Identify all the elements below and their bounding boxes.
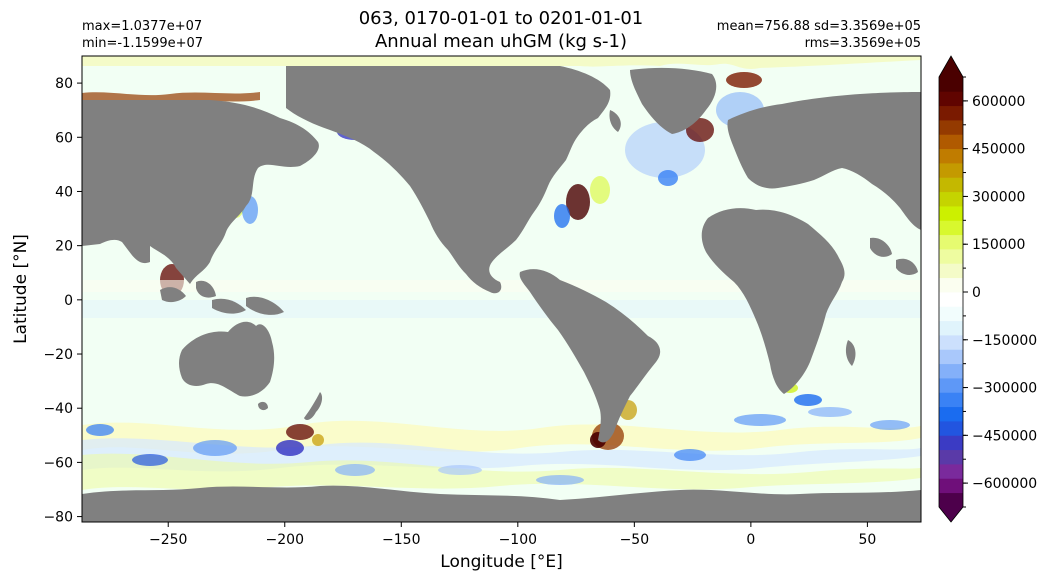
colorbar-segment: [939, 206, 963, 221]
x-tick-label: −50: [620, 532, 650, 548]
colorbar-extend-min: [939, 507, 963, 522]
x-tick-label: −200: [266, 532, 304, 548]
colorbar-segment: [939, 163, 963, 178]
colorbar-segment: [939, 406, 963, 422]
y-tick-label: 80: [55, 76, 73, 92]
colorbar-segment: [939, 478, 963, 494]
x-tick-label: 50: [858, 532, 876, 548]
colorbar-tick-label: 0: [972, 285, 981, 301]
x-tick-label: −250: [149, 532, 187, 548]
x-axis: −250 −200 −150 −100 −50 0 50: [149, 522, 876, 548]
y-tick-label: −60: [43, 455, 73, 471]
colorbar-segment: [939, 177, 963, 193]
y-tick-label: 0: [64, 293, 73, 309]
x-tick-label: −100: [499, 532, 537, 548]
colorbar-segment: [939, 134, 963, 150]
stat-max: max=1.0377e+07: [82, 19, 203, 34]
y-tick-label: −40: [43, 401, 73, 417]
x-axis-label: Longitude [°E]: [440, 552, 563, 572]
colorbar-segment: [939, 77, 963, 92]
stat-min: min=-1.1599e+07: [82, 36, 204, 51]
colorbar-segment: [939, 363, 963, 379]
colorbar-segment: [939, 148, 963, 164]
colorbar-tick-label: 450000: [972, 142, 1025, 158]
stat-rms: rms=3.3569e+05: [804, 36, 921, 51]
colorbar-segment: [939, 349, 963, 365]
colorbar-segment: [939, 378, 963, 393]
colorbar-tick-label: 300000: [972, 189, 1025, 205]
colorbar-segment: [939, 335, 963, 350]
colorbar-segment: [939, 320, 963, 336]
title-line-1: 063, 0170-01-01 to 0201-01-01: [358, 8, 644, 29]
colorbar-segment: [939, 120, 963, 135]
colorbar-extend-max: [939, 56, 963, 77]
colorbar-tick-label: −150000: [972, 333, 1037, 349]
y-axis-label: Latitude [°N]: [11, 234, 31, 344]
colorbar-segment: [939, 220, 963, 236]
colorbar-tick-label: −300000: [972, 381, 1037, 397]
colorbar: −600000 −450000 −300000 −150000 0 150000 30000…: [938, 55, 1037, 523]
colorbar-segment: [939, 234, 963, 250]
colorbar-segment: [939, 392, 963, 408]
y-tick-label: 40: [55, 184, 73, 200]
anomaly-field: [82, 72, 921, 490]
colorbar-tick-label: −600000: [972, 476, 1037, 492]
colorbar-segment: [939, 191, 963, 207]
colorbar-segment: [939, 263, 963, 279]
stat-mean-sd: mean=756.88 sd=3.3569e+05: [716, 19, 921, 34]
colorbar-segment: [939, 249, 963, 264]
colorbar-segment: [939, 464, 963, 479]
y-axis: −80 −60 −40 −20 0 20 40 60 80: [43, 76, 82, 526]
colorbar-segment: [939, 306, 963, 322]
plot-area: [82, 56, 921, 522]
x-tick-label: −150: [382, 532, 420, 548]
colorbar-segment: [939, 91, 963, 107]
colorbar-tick-label: 150000: [972, 237, 1025, 253]
y-tick-label: 20: [55, 239, 73, 255]
x-tick-label: 0: [746, 532, 755, 548]
colorbar-segment: [939, 449, 963, 465]
colorbar-tick-label: −450000: [972, 428, 1037, 444]
colorbar-segment: [939, 105, 963, 121]
plot-frame: [81, 55, 922, 523]
colorbar-tick-label: 600000: [972, 94, 1025, 110]
title-line-2: Annual mean uhGM (kg s-1): [374, 31, 628, 52]
colorbar-segment: [939, 421, 963, 436]
land-masses: [82, 56, 921, 522]
colorbar-segment: [939, 492, 963, 508]
y-tick-label: −80: [43, 510, 73, 526]
colorbar-segment: [939, 277, 963, 293]
y-tick-label: −20: [43, 347, 73, 363]
y-tick-label: 60: [55, 130, 73, 146]
colorbar-segment: [939, 292, 963, 307]
colorbar-segment: [939, 435, 963, 451]
